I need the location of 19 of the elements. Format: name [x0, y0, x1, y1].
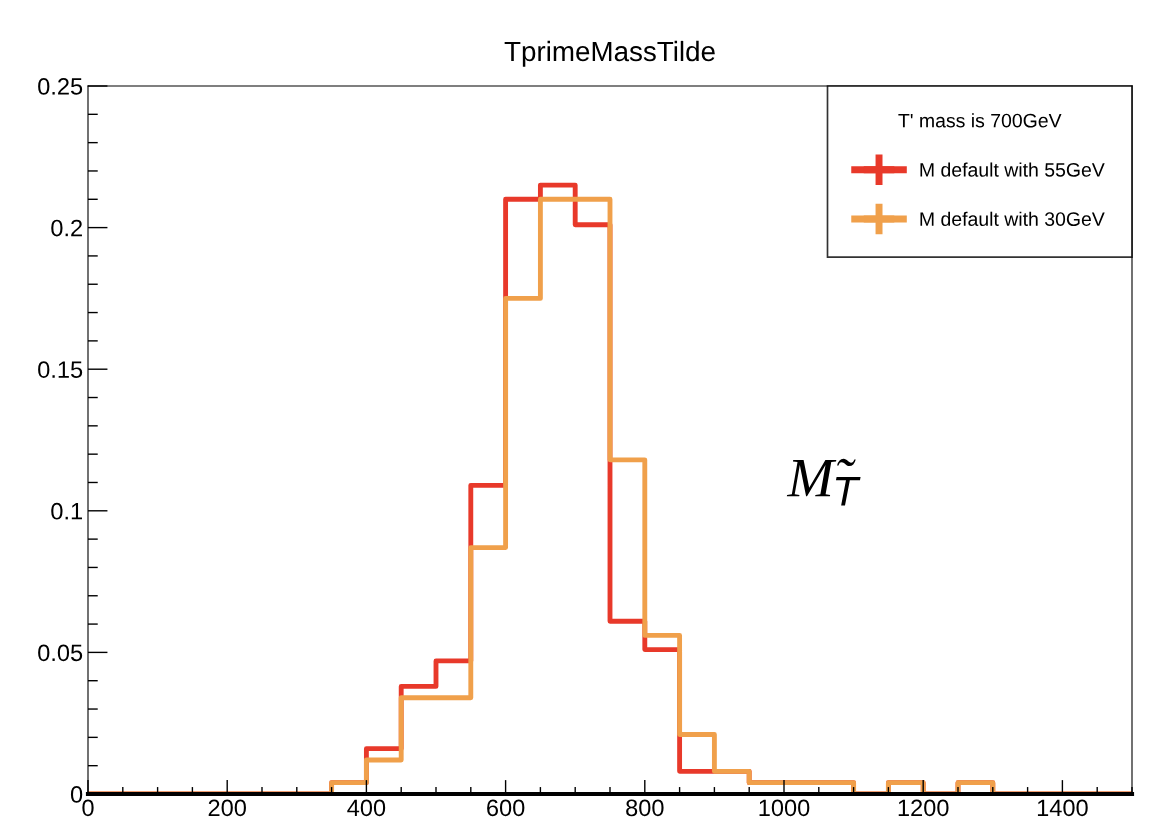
- x-tick-label: 200: [208, 799, 246, 817]
- legend-label: M default with 30GeV: [920, 211, 1105, 226]
- x-tick-label: 1200: [898, 799, 949, 817]
- x-tick-label: 1400: [1037, 799, 1088, 817]
- y-tick-label: 0.2: [51, 219, 82, 237]
- x-tick-label: 1000: [759, 799, 810, 817]
- x-tick-label: 600: [487, 799, 525, 817]
- y-tick-label: 0.05: [38, 644, 83, 662]
- y-tick-label: 0: [70, 786, 83, 803]
- y-tick-label: 0.1: [51, 502, 82, 520]
- x-tick-label: 0: [82, 799, 94, 817]
- chart-title: TprimeMassTilde: [504, 40, 715, 67]
- x-tick-label: 400: [347, 799, 386, 817]
- annotation: M̃$_{T}$: [786, 458, 861, 506]
- y-tick-label: 0.15: [38, 361, 83, 378]
- y-tick-label: 0.25: [38, 78, 83, 95]
- legend-title: T' mass is 700GeV: [898, 113, 1062, 128]
- x-tick-label: 800: [626, 799, 664, 817]
- legend-label: M default with 55GeV: [920, 162, 1105, 177]
